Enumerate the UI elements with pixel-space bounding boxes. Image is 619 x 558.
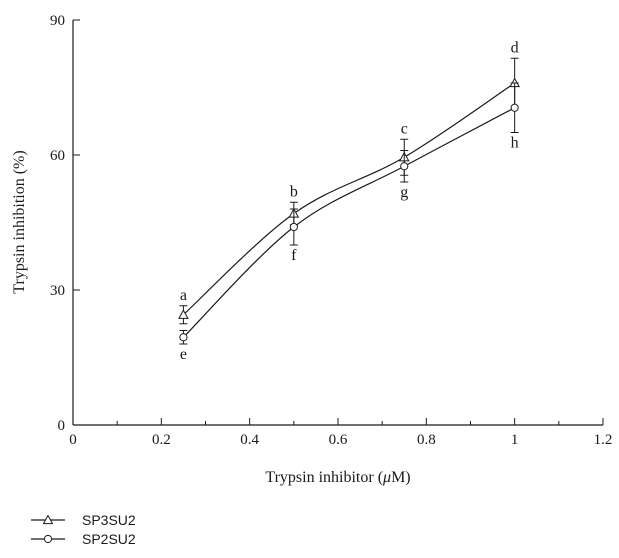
- y-tick-label: 0: [58, 418, 66, 434]
- data-point: [178, 309, 189, 319]
- series-sp2su2: e f g h: [179, 82, 519, 363]
- y-ticks: 0 30 60 90: [50, 13, 80, 434]
- x-tick-label: 0: [69, 432, 77, 448]
- y-axis-label: Trypsin inhibition (%): [11, 150, 28, 293]
- legend-marker: [42, 514, 54, 525]
- data-point: [179, 333, 188, 342]
- y-tick-label: 90: [50, 13, 65, 29]
- legend-label: SP2SU2: [82, 531, 136, 547]
- significance-letter: g: [400, 184, 408, 201]
- plot-series: a b c d e f g h: [178, 39, 521, 363]
- significance-letter: c: [401, 120, 408, 137]
- y-tick-label: 30: [50, 283, 65, 299]
- x-tick-label: 0.2: [152, 432, 171, 448]
- legend-marker: [43, 534, 53, 544]
- x-tick-label: 1.2: [594, 432, 613, 448]
- data-point: [289, 222, 298, 232]
- significance-letter: h: [511, 135, 519, 152]
- legend-item: SP2SU2: [31, 531, 136, 547]
- x-tick-label: 1: [511, 432, 519, 448]
- series-sp3su2: a b c d: [178, 39, 521, 325]
- x-tick-label: 0.8: [417, 432, 436, 448]
- data-point: [510, 103, 519, 112]
- y-tick-label: 60: [50, 148, 65, 164]
- series-line: [182, 107, 515, 338]
- x-tick-label: 0.6: [329, 432, 348, 448]
- significance-letter: a: [180, 287, 187, 304]
- x-axis-label: Trypsin inhibitor (μM): [265, 469, 410, 486]
- significance-letter: b: [290, 183, 298, 200]
- significance-letter: d: [511, 39, 519, 56]
- significance-letter: e: [180, 346, 187, 363]
- legend: SP3SU2 SP2SU2: [31, 512, 136, 547]
- data-point: [400, 162, 409, 171]
- legend-label: SP3SU2: [82, 512, 136, 528]
- series-line: [183, 82, 516, 316]
- x-ticks: 0 0.2 0.4 0.6 0.8 1 1.2: [69, 418, 612, 448]
- axes: [72, 20, 603, 426]
- legend-item: SP3SU2: [31, 512, 136, 528]
- significance-letter: f: [291, 247, 297, 264]
- x-tick-label: 0.4: [240, 432, 259, 448]
